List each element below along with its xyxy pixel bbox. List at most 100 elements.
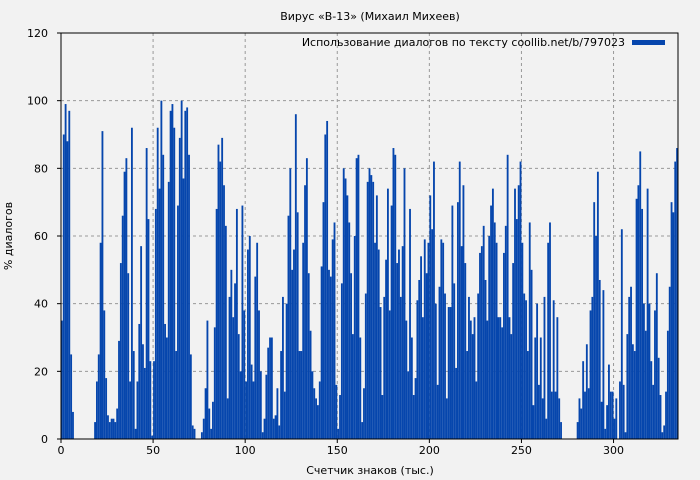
bar <box>95 381 98 439</box>
bar <box>676 148 678 440</box>
bar <box>510 334 513 439</box>
bar <box>175 351 178 439</box>
bar <box>219 161 222 440</box>
bar <box>153 361 155 439</box>
bar <box>359 337 362 439</box>
bar <box>466 351 469 439</box>
y-tick-label: 60 <box>34 230 48 243</box>
bar <box>108 422 111 439</box>
bar <box>64 104 67 440</box>
bar <box>598 279 601 439</box>
bar <box>401 246 404 439</box>
x-tick-label: 150 <box>327 444 348 457</box>
bar <box>480 246 483 439</box>
bar <box>269 337 271 439</box>
bar <box>374 242 376 439</box>
bar <box>278 425 281 439</box>
bar <box>377 249 380 439</box>
bar <box>311 371 314 439</box>
bar <box>138 323 141 439</box>
bar <box>243 310 246 439</box>
bar <box>62 134 65 439</box>
bar <box>657 357 660 439</box>
bar <box>121 215 124 439</box>
bar <box>547 242 550 439</box>
bar <box>512 263 515 439</box>
bar <box>372 181 375 439</box>
bar <box>173 127 176 439</box>
bar <box>200 432 203 439</box>
bar <box>165 337 168 439</box>
bar <box>361 422 364 439</box>
bar <box>237 334 240 439</box>
bar <box>672 212 675 439</box>
bar <box>94 422 96 439</box>
bar <box>414 378 417 439</box>
bar <box>125 158 128 439</box>
bar <box>648 303 651 439</box>
bars <box>61 100 678 440</box>
bar <box>633 351 636 439</box>
bar <box>307 273 310 439</box>
bar <box>210 428 213 439</box>
bar <box>385 259 387 439</box>
bar <box>217 144 220 439</box>
bar <box>591 296 594 439</box>
bar <box>340 283 343 439</box>
bar <box>110 418 113 439</box>
y-axis-label: % диалогов <box>2 202 15 270</box>
bar <box>624 432 627 439</box>
bar <box>462 185 465 439</box>
bar <box>606 405 609 439</box>
bar <box>473 317 476 439</box>
bar <box>416 300 419 439</box>
bar <box>486 320 489 439</box>
bar <box>421 317 424 439</box>
bar <box>622 384 625 439</box>
bar <box>294 114 297 439</box>
bar <box>637 185 640 439</box>
bar <box>245 381 248 439</box>
bar <box>322 202 325 439</box>
bar <box>258 310 260 439</box>
bar <box>593 202 596 439</box>
bar <box>274 415 277 439</box>
bar <box>631 344 634 439</box>
bar <box>381 395 384 439</box>
bar <box>674 161 677 440</box>
bar <box>641 208 644 439</box>
bar <box>265 374 268 439</box>
bar <box>143 367 146 439</box>
bar <box>344 178 347 439</box>
bar <box>580 408 583 439</box>
bar <box>318 381 321 439</box>
bar <box>608 364 610 439</box>
bar <box>119 263 122 439</box>
bar <box>582 361 585 439</box>
bar <box>635 198 638 439</box>
bar <box>116 408 119 439</box>
bar <box>287 215 290 439</box>
bar <box>526 351 529 439</box>
bar <box>386 188 389 439</box>
bar <box>493 222 496 439</box>
bar <box>626 334 629 439</box>
bar <box>352 334 354 439</box>
bar <box>97 354 100 439</box>
bar <box>479 252 481 439</box>
bar <box>221 137 224 439</box>
bar <box>241 205 244 439</box>
bar <box>193 428 196 439</box>
bar <box>189 354 192 439</box>
bar <box>409 208 411 439</box>
bar <box>643 303 645 439</box>
bar <box>224 225 227 439</box>
bar <box>370 175 373 439</box>
bar <box>620 229 623 439</box>
bar <box>469 320 472 439</box>
bar <box>337 428 340 439</box>
bar <box>449 307 452 439</box>
bar <box>171 104 174 440</box>
bar <box>519 161 522 440</box>
bar <box>639 151 642 439</box>
